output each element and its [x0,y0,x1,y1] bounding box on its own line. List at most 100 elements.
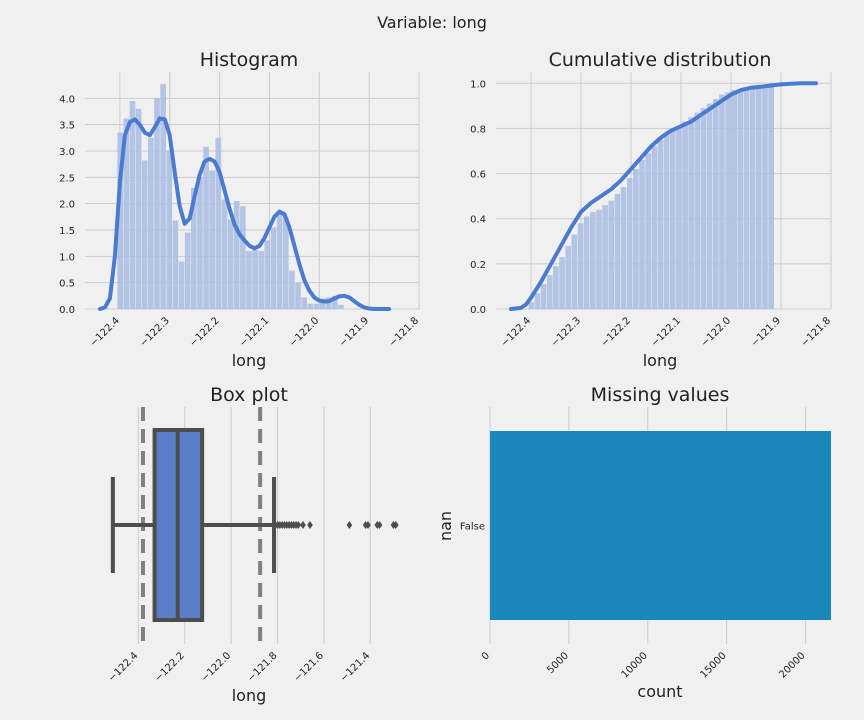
histogram-bar [203,146,209,309]
histogram-bar [160,84,166,309]
cumulative-bar [663,135,670,309]
histogram-y-tick-label: 1.0 [59,252,75,263]
figure-suptitle: Variable: long [377,13,487,32]
cumulative-bar [608,200,615,309]
histogram-bar [190,187,197,309]
cumulative-bar [559,257,565,309]
histogram-bar [325,297,332,309]
cumulative-bar [713,99,719,309]
cumulative-bar [737,90,744,309]
cumulative-bar [682,121,688,310]
histogram-bar [258,251,265,309]
histogram-bar [227,219,234,309]
cumulative-y-tick-label: 0.0 [470,305,486,316]
cumulative-bar [633,169,639,309]
cumulative-bar [553,266,559,309]
histogram-y-tick-label: 3.5 [59,121,75,132]
histogram-bar [221,199,228,309]
histogram-bar [319,298,326,309]
histogram-bar [301,297,307,309]
histogram-y-tick-label: 3.0 [59,147,75,158]
histogram-bar [148,137,154,309]
cumulative-title: Cumulative distribution [549,49,772,71]
histogram-bar [246,251,252,309]
cumulative-y-tick-label: 0.4 [470,215,486,226]
histogram-bar [307,303,314,309]
cumulative-y-tick-label: 0.6 [470,170,486,181]
cumulative-bar [596,209,602,309]
cumulative-bar [657,139,664,309]
cumulative-bar [676,126,682,310]
cumulative-bar [731,90,738,309]
histogram-bar [276,211,283,309]
histogram-bar [252,250,258,309]
histogram-bar [313,303,320,309]
boxplot-outlier [376,521,383,529]
boxplot-outlier [307,521,313,529]
histogram-y-tick-label: 0.5 [59,279,75,290]
cumulative-bar [590,211,596,309]
histogram-bar [184,232,191,309]
cumulative-bar [534,293,541,309]
histogram-bar [178,261,185,309]
boxplot-title: Box plot [210,384,288,406]
histogram-bar [141,160,148,309]
histogram-bar [289,270,295,309]
boxplot-xlabel: long [232,686,267,705]
histogram-bar [135,108,142,309]
histogram-y-tick-label: 2.0 [59,200,75,211]
cumulative-bar [694,112,701,309]
boxplot-outlier [295,521,302,529]
cumulative-bar [528,302,535,309]
cumulative-bar [651,146,658,309]
cumulative-bar [756,86,762,310]
cumulative-bar [645,153,651,309]
cumulative-xlabel: long [643,351,678,370]
cumulative-bar [669,130,676,309]
cumulative-bar [688,117,695,310]
histogram-bar [233,201,240,309]
cumulative-bar [602,205,608,309]
histogram-y-tick-label: 4.0 [59,94,75,105]
cumulative-bar [614,193,621,309]
cumulative-bar [725,92,731,309]
cumulative-bar [571,234,578,309]
histogram-y-tick-label: 1.5 [59,226,75,237]
histogram-bar [154,98,160,309]
histogram-bar [295,282,301,309]
cumulative-bar [546,275,553,309]
cumulative-line [509,81,818,311]
histogram-bar [166,151,173,309]
boxplot-outlier [300,521,306,529]
cumulative-bar [700,108,707,309]
missing-category-label: False [460,522,485,533]
cumulative-bar [540,284,547,309]
cumulative-bar [620,187,627,309]
histogram-bar [264,240,271,309]
histogram-bar [332,295,338,309]
cumulative-bar [583,216,590,309]
cumulative-y-tick-label: 1.0 [470,79,486,90]
histogram-bar [215,137,222,309]
missing-panel: Missing values count nan 0 5000 10000 15000… [436,384,831,701]
cumulative-bar [706,103,713,309]
boxplot-outlier [393,521,399,529]
histogram-bar [282,216,289,309]
missing-title: Missing values [591,384,730,406]
cumulative-y-tick-label: 0.8 [470,124,486,135]
histogram-title: Histogram [200,49,299,71]
histogram-bar [123,118,130,309]
cumulative-bar [768,85,774,310]
cumulative-y-tick-label: 0.2 [470,260,486,271]
boxplot-outlier [346,521,353,529]
histogram-bar [338,304,344,309]
histogram-bar [209,170,216,309]
histogram-y-tick-label: 0.0 [59,305,75,316]
boxplot-outlier [365,521,371,529]
histogram-bar [240,206,246,309]
cumulative-bar [577,223,584,309]
missing-bar [490,431,831,620]
missing-xlabel: count [637,682,682,701]
cumulative-bar [749,87,756,309]
